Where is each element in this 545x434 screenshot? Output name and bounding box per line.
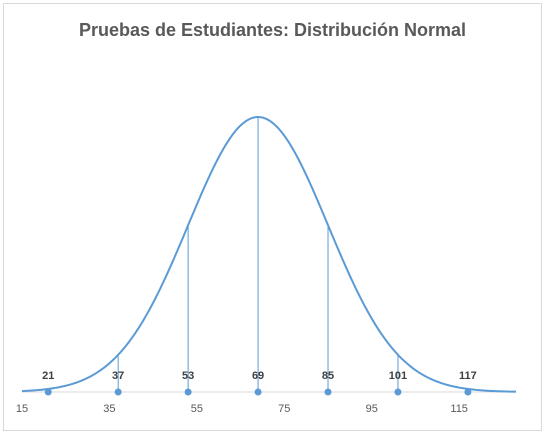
x-tick-label-15: 15 — [16, 403, 28, 415]
data-label-37: 37 — [112, 370, 124, 382]
x-tick-label-55: 55 — [191, 403, 203, 415]
x-tick-label-75: 75 — [278, 403, 290, 415]
x-tick-label-115: 115 — [450, 403, 468, 415]
data-label-101: 101 — [389, 370, 407, 382]
data-point-21 — [44, 388, 52, 396]
data-point-117 — [464, 388, 472, 396]
x-tick-label-35: 35 — [103, 403, 115, 415]
data-label-21: 21 — [42, 370, 54, 382]
data-label-53: 53 — [182, 370, 194, 382]
data-labels: 21 37 53 69 85 101 117 — [42, 370, 477, 382]
chart-title: Pruebas de Estudiantes: Distribución Nor… — [78, 20, 467, 40]
data-point-85 — [324, 388, 332, 396]
data-point-53 — [184, 388, 192, 396]
x-tick-labels: 15 35 55 75 95 115 — [16, 403, 468, 415]
marker-points — [44, 388, 472, 396]
data-label-69: 69 — [252, 370, 264, 382]
data-label-117: 117 — [459, 370, 477, 382]
normal-curve-series — [21, 116, 517, 393]
chart-frame — [3, 3, 542, 431]
data-label-85: 85 — [322, 370, 334, 382]
data-point-69 — [254, 388, 262, 396]
data-point-101 — [394, 388, 402, 396]
x-tick-label-95: 95 — [366, 403, 378, 415]
data-point-37 — [114, 388, 122, 396]
marker-vertical-lines — [47, 117, 469, 392]
